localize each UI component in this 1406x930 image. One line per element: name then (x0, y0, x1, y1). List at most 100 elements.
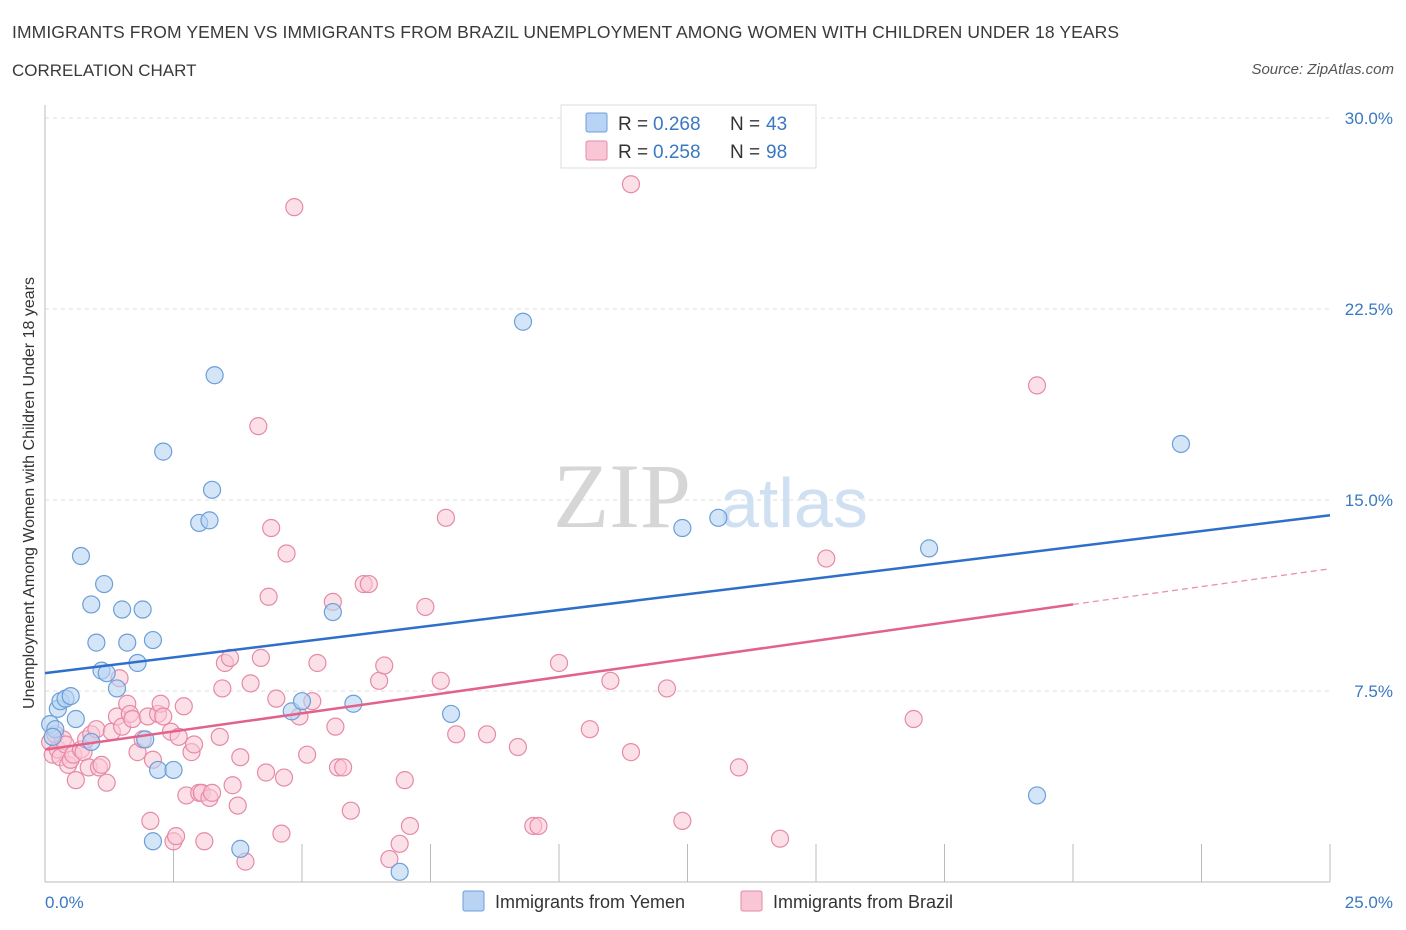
yemen-point (323, 602, 342, 622)
yemen-point (87, 633, 106, 652)
brazil-point (267, 689, 286, 708)
brazil-point (231, 748, 250, 767)
brazil-point (359, 574, 378, 594)
brazil-point (223, 776, 242, 795)
y-tick-labels: 7.5% 15.0% 22.5% 30.0% (1345, 109, 1393, 701)
brazil-point (375, 656, 394, 675)
brazil-point (370, 671, 389, 690)
brazil-point (154, 707, 173, 726)
watermark-atlas: atlas (720, 464, 868, 542)
yemen-point (919, 539, 939, 558)
legend-brazil-n-value: 98 (766, 142, 787, 163)
source-credit: Source: ZipAtlas.com (1251, 61, 1394, 78)
yemen-point (513, 312, 533, 331)
yemen-point (143, 832, 163, 851)
brazil-point (210, 727, 229, 746)
brazil-point (657, 679, 677, 698)
brazil-point (436, 508, 456, 527)
brazil-point (259, 587, 278, 606)
brazil-trend-extension (1072, 568, 1331, 606)
brazil-point (174, 697, 193, 716)
yemen-point (673, 518, 692, 538)
bottom-legend-yemen-swatch (462, 890, 485, 912)
yemen-point (200, 511, 219, 530)
brazil-point (673, 811, 692, 830)
yemen-trend-line (44, 514, 1331, 675)
brazil-point (308, 653, 327, 673)
legend-yemen-r-value: 0.268 (653, 114, 701, 135)
brazil-point (228, 796, 247, 815)
y-tick-label: 15.0% (1345, 491, 1393, 510)
brazil-point (395, 771, 414, 790)
yemen-point (61, 686, 80, 706)
yemen-point (66, 709, 85, 729)
yemen-point (292, 692, 312, 711)
yemen-point (202, 480, 222, 499)
brazil-trend-line (44, 603, 1074, 751)
brazil-point (904, 709, 923, 729)
chart-title: IMMIGRANTS FROM YEMEN VS IMMIGRANTS FROM… (12, 22, 1120, 42)
bottom-legend-yemen-label: Immigrants from Yemen (495, 892, 685, 912)
yemen-point (390, 862, 409, 881)
brazil-point (621, 743, 641, 762)
yemen-point (112, 600, 132, 619)
brazil-point (251, 648, 270, 667)
brazil-point (241, 674, 260, 693)
yemen-point (441, 704, 461, 724)
y-tick-label: 30.0% (1345, 109, 1393, 128)
brazil-point (92, 755, 111, 774)
brazil-point (262, 518, 281, 538)
brazil-point (1027, 376, 1047, 395)
brazil-point (549, 653, 569, 673)
legend-brazil-r-value: 0.258 (653, 142, 701, 163)
x-tick-label-max: 25.0% (1345, 893, 1393, 912)
brazil-point (274, 768, 294, 787)
brazil-point (390, 834, 409, 853)
brazil-point (817, 549, 836, 568)
yemen-series (41, 312, 1191, 881)
brazil-point (272, 824, 291, 843)
watermark-zip: ZIP (553, 445, 691, 547)
series-legend: Immigrants from Yemen Immigrants from Br… (462, 890, 953, 912)
legend-yemen-n-label: N = (730, 114, 760, 135)
brazil-point (256, 763, 276, 782)
legend-brazil-swatch (585, 140, 608, 161)
yemen-point (344, 694, 363, 713)
yemen-point (43, 727, 62, 746)
brazil-point (169, 727, 188, 746)
brazil-point (529, 816, 548, 836)
brazil-point (400, 816, 420, 836)
brazil-point (326, 717, 345, 736)
brazil-point (334, 758, 353, 777)
brazil-point (166, 827, 186, 846)
yemen-point (107, 679, 127, 698)
yemen-point (205, 366, 224, 385)
brazil-point (447, 725, 466, 744)
yemen-point (118, 633, 137, 652)
brazil-point (249, 417, 268, 436)
brazil-point (195, 832, 214, 851)
yemen-point (71, 546, 91, 566)
brazil-point (580, 720, 599, 739)
brazil-point (66, 771, 85, 790)
yemen-point (133, 600, 152, 619)
bottom-legend-brazil-label: Immigrants from Brazil (773, 892, 953, 912)
brazil-point (184, 735, 204, 754)
yemen-point (95, 574, 114, 594)
yemen-point (1027, 786, 1047, 805)
brazil-point (380, 849, 399, 869)
legend-yemen-n-value: 43 (766, 114, 787, 135)
yemen-point (154, 442, 173, 461)
brazil-point (285, 198, 304, 217)
legend-brazil-r-label: R = (618, 142, 648, 163)
yemen-point (82, 595, 101, 614)
y-tick-label: 22.5% (1345, 300, 1393, 319)
yemen-point (1171, 434, 1191, 454)
legend-yemen-swatch (585, 112, 608, 133)
legend-brazil-n-label: N = (730, 142, 760, 163)
x-axis-ticks (173, 844, 1331, 882)
brazil-point (770, 829, 790, 848)
brazil-point (213, 679, 232, 698)
yemen-point (231, 839, 250, 858)
